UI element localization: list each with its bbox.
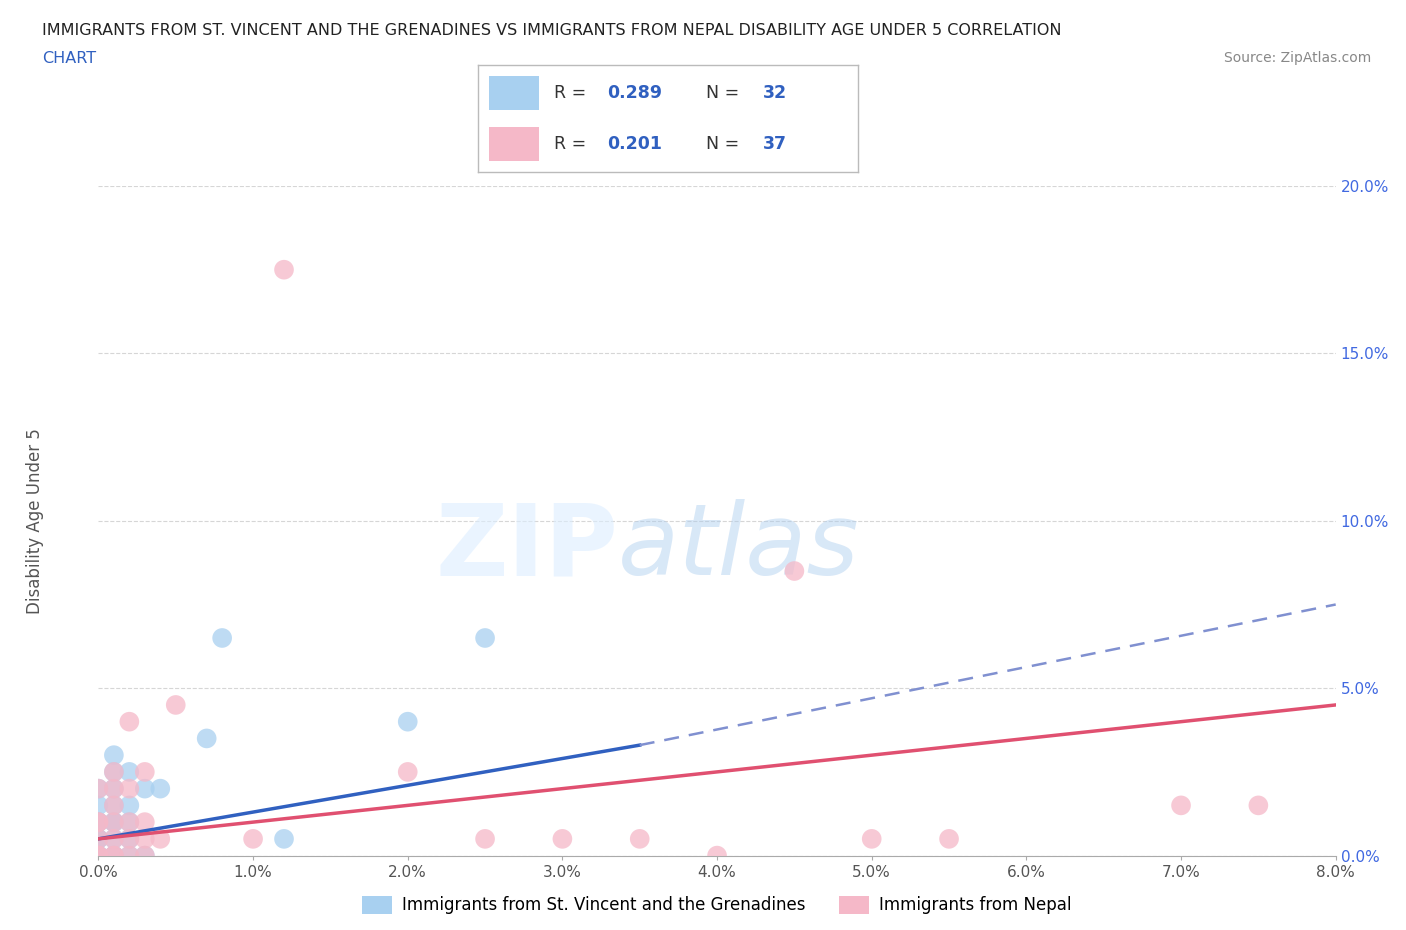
Point	[87, 848, 110, 863]
Point	[149, 831, 172, 846]
Point	[103, 831, 125, 846]
Text: Source: ZipAtlas.com: Source: ZipAtlas.com	[1223, 51, 1371, 65]
Point	[118, 848, 141, 863]
Text: N =: N =	[706, 84, 745, 102]
Point	[118, 831, 141, 846]
Text: CHART: CHART	[42, 51, 96, 66]
Point	[103, 798, 125, 813]
Text: atlas: atlas	[619, 499, 859, 596]
Point	[134, 764, 156, 779]
Point	[87, 815, 110, 830]
Point	[87, 848, 110, 863]
Point	[195, 731, 218, 746]
Point	[118, 815, 141, 830]
Point	[87, 848, 110, 863]
Point	[103, 831, 125, 846]
Point	[87, 831, 110, 846]
Point	[87, 848, 110, 863]
Point	[103, 848, 125, 863]
Point	[1170, 798, 1192, 813]
Text: 32: 32	[763, 84, 787, 102]
Point	[103, 815, 125, 830]
Point	[87, 831, 110, 846]
Text: N =: N =	[706, 135, 745, 153]
Point	[1247, 798, 1270, 813]
Point	[87, 848, 110, 863]
Point	[474, 631, 496, 645]
Point	[134, 848, 156, 863]
Text: 0.289: 0.289	[607, 84, 662, 102]
Text: R =: R =	[554, 135, 592, 153]
Point	[860, 831, 883, 846]
Point	[87, 781, 110, 796]
Point	[134, 781, 156, 796]
Point	[273, 831, 295, 846]
Point	[103, 815, 125, 830]
Point	[211, 631, 233, 645]
Point	[149, 781, 172, 796]
Text: 0.201: 0.201	[607, 135, 662, 153]
Point	[273, 262, 295, 277]
Text: R =: R =	[554, 84, 592, 102]
Point	[103, 848, 125, 863]
Point	[118, 764, 141, 779]
Point	[103, 764, 125, 779]
Point	[551, 831, 574, 846]
Point	[87, 781, 110, 796]
Point	[706, 848, 728, 863]
Point	[118, 798, 141, 813]
Text: 37: 37	[763, 135, 787, 153]
Point	[87, 815, 110, 830]
Point	[118, 831, 141, 846]
Point	[474, 831, 496, 846]
Point	[87, 815, 110, 830]
Point	[396, 714, 419, 729]
Point	[103, 748, 125, 763]
Legend: Immigrants from St. Vincent and the Grenadines, Immigrants from Nepal: Immigrants from St. Vincent and the Gren…	[356, 889, 1078, 921]
Point	[103, 781, 125, 796]
Point	[87, 815, 110, 830]
Point	[165, 698, 187, 712]
Point	[103, 764, 125, 779]
Text: IMMIGRANTS FROM ST. VINCENT AND THE GRENADINES VS IMMIGRANTS FROM NEPAL DISABILI: IMMIGRANTS FROM ST. VINCENT AND THE GREN…	[42, 23, 1062, 38]
FancyBboxPatch shape	[489, 76, 538, 110]
Point	[938, 831, 960, 846]
Point	[87, 831, 110, 846]
Point	[103, 815, 125, 830]
Point	[396, 764, 419, 779]
Point	[87, 848, 110, 863]
Point	[242, 831, 264, 846]
Point	[783, 564, 806, 578]
Point	[103, 848, 125, 863]
Point	[118, 848, 141, 863]
Text: ZIP: ZIP	[436, 499, 619, 596]
Point	[628, 831, 651, 846]
Point	[134, 831, 156, 846]
Point	[118, 781, 141, 796]
Point	[118, 815, 141, 830]
Text: Disability Age Under 5: Disability Age Under 5	[27, 428, 44, 614]
FancyBboxPatch shape	[489, 127, 538, 162]
Point	[134, 815, 156, 830]
Point	[103, 848, 125, 863]
Point	[103, 798, 125, 813]
Point	[103, 781, 125, 796]
Point	[87, 848, 110, 863]
Point	[87, 798, 110, 813]
Point	[118, 714, 141, 729]
Point	[134, 848, 156, 863]
